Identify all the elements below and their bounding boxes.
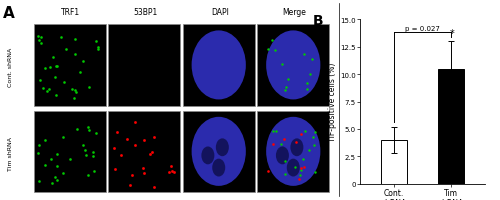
Y-axis label: TIF-positive cells (%): TIF-positive cells (%) [328, 63, 338, 141]
Ellipse shape [216, 139, 229, 156]
Bar [182, 25, 255, 106]
Bar [108, 111, 180, 192]
Bar [438, 69, 464, 184]
Text: Tim shRNA: Tim shRNA [8, 136, 12, 170]
Ellipse shape [266, 31, 320, 100]
Ellipse shape [202, 147, 214, 165]
Text: TRF1: TRF1 [61, 8, 80, 16]
Bar [108, 25, 180, 106]
Bar [257, 111, 330, 192]
Bar [182, 111, 255, 192]
Bar [257, 25, 330, 106]
Ellipse shape [290, 139, 304, 156]
Text: DAPI: DAPI [211, 8, 229, 16]
Text: B: B [312, 13, 323, 27]
Bar [34, 25, 106, 106]
Bar [382, 140, 407, 184]
Text: Cont. shRNA: Cont. shRNA [8, 47, 12, 87]
Ellipse shape [192, 31, 246, 100]
Text: *: * [450, 29, 454, 39]
Ellipse shape [212, 159, 225, 177]
Text: A: A [4, 6, 15, 21]
Bar [34, 111, 106, 192]
Text: p = 0.027: p = 0.027 [405, 26, 440, 31]
Ellipse shape [287, 159, 300, 177]
Ellipse shape [192, 117, 246, 186]
Ellipse shape [276, 147, 289, 165]
Ellipse shape [266, 117, 320, 186]
Text: Merge: Merge [282, 8, 306, 16]
Text: 53BP1: 53BP1 [133, 8, 158, 16]
